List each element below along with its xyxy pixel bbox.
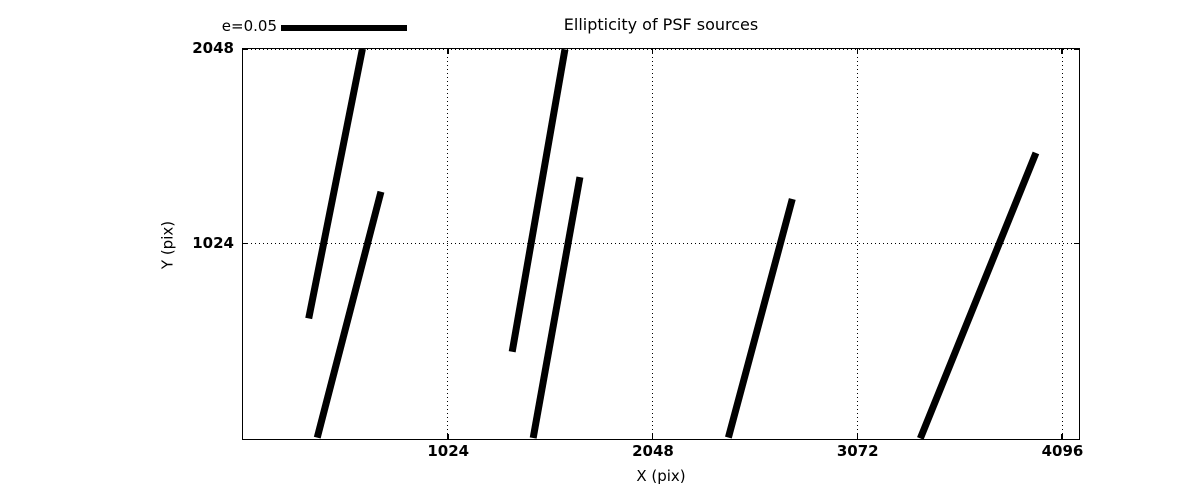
legend-label: e=0.05	[221, 17, 277, 35]
y-axis-label: Y (pix)	[158, 220, 177, 270]
tick-left-2048	[243, 49, 248, 50]
x-tick-label-2048: 2048	[632, 442, 674, 460]
tick-top-3072	[856, 49, 858, 54]
gridline-x-1024	[447, 49, 449, 439]
tick-top-1024	[447, 49, 449, 54]
gridline-x-4096	[1061, 49, 1063, 439]
tick-right-1024	[1074, 242, 1079, 245]
legend-scale-bar	[281, 25, 407, 31]
plot-area	[242, 48, 1080, 440]
gridline-y-1024	[243, 243, 1079, 244]
tick-mark-layer	[243, 49, 1079, 439]
tick-left-1024	[243, 242, 248, 245]
y-tick-label-2048: 2048	[192, 39, 234, 57]
x-axis-label: X (pix)	[636, 467, 686, 485]
gridline-y-2048	[243, 49, 1079, 50]
gridline-layer	[243, 49, 1079, 439]
x-tick-label-4096: 4096	[1041, 442, 1084, 460]
tick-right-2048	[1074, 49, 1079, 50]
x-tick-label-3072: 3072	[836, 442, 879, 460]
x-tick-label-1024: 1024	[427, 442, 470, 460]
tick-bottom-4096	[1061, 434, 1063, 439]
gridline-x-2048	[652, 49, 653, 439]
tick-bottom-3072	[856, 434, 858, 439]
chart-title: Ellipticity of PSF sources	[563, 15, 759, 34]
tick-bottom-1024	[447, 434, 449, 439]
tick-top-4096	[1061, 49, 1063, 54]
tick-bottom-2048	[651, 434, 654, 439]
tick-top-2048	[651, 49, 654, 54]
y-tick-label-1024: 1024	[192, 233, 234, 252]
gridline-x-3072	[856, 49, 858, 439]
